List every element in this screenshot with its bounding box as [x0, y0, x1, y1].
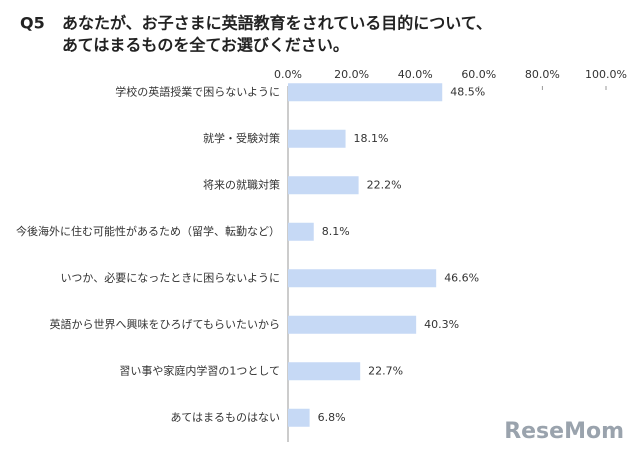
x-tick-label: 60.0%	[461, 68, 496, 81]
bar	[288, 362, 361, 381]
bar	[288, 408, 310, 427]
value-label: 22.2%	[367, 178, 402, 191]
chart-title: あてはまるものを全てお選びください。	[62, 36, 349, 55]
y-tick-label: 就学・受験対策	[203, 131, 280, 145]
bar	[288, 83, 443, 102]
bar	[288, 176, 359, 195]
value-label: 48.5%	[450, 85, 485, 98]
y-tick-label: 英語から世界へ興味をひろげてもらいたいから	[50, 317, 280, 331]
y-tick-label: 習い事や家庭内学習の1つとして	[119, 363, 280, 377]
value-label: 22.7%	[368, 364, 403, 377]
chart-title: あなたが、お子さまに英語教育をされている目的について、	[62, 14, 492, 33]
question-number: Q5	[20, 14, 45, 33]
value-label: 6.8%	[318, 411, 346, 424]
bar	[288, 269, 437, 288]
bar	[288, 222, 314, 241]
y-tick-label: いつか、必要になったときに困らないように	[60, 271, 280, 284]
bar	[288, 129, 346, 148]
y-tick-label: 学校の英語授業で困らないように	[115, 84, 280, 98]
bar	[288, 315, 417, 334]
y-tick-label: あてはまるものはない	[170, 411, 280, 424]
x-tick-label: 100.0%	[585, 68, 627, 81]
watermark: ReseMom	[504, 419, 624, 444]
x-tick-label: 20.0%	[334, 68, 369, 81]
y-tick-label: 今後海外に住む可能性があるため（留学、転勤など）	[16, 224, 280, 238]
y-tick-label: 将来の就職対策	[203, 177, 280, 191]
x-tick-label: 80.0%	[525, 68, 560, 81]
value-label: 18.1%	[354, 132, 389, 145]
value-label: 46.6%	[444, 271, 479, 284]
value-label: 40.3%	[424, 318, 459, 331]
x-tick-label: 0.0%	[274, 68, 302, 81]
x-tick-label: 40.0%	[398, 68, 433, 81]
value-label: 8.1%	[322, 225, 350, 238]
